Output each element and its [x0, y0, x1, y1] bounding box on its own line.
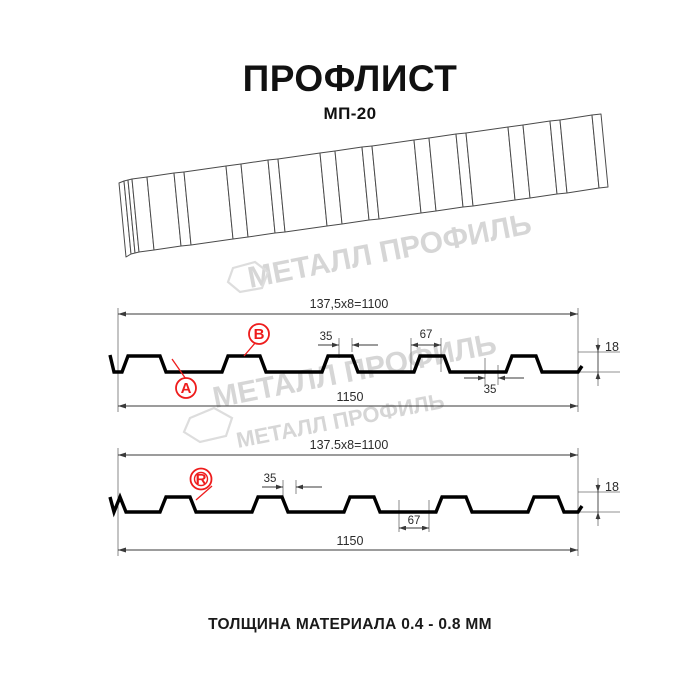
page-subtitle: МП-20	[323, 104, 377, 123]
dimension-label-overall-width: 1150	[337, 534, 364, 548]
watermark-logo-icon	[226, 260, 270, 294]
dimension-label-flat: 67	[420, 329, 433, 341]
watermark-logo-icon	[182, 406, 234, 444]
callout-marker-b: B	[243, 323, 270, 357]
isometric-corrugated-sheet	[118, 113, 609, 258]
dimension-label-flat: 67	[408, 515, 421, 527]
dimension-label-overall-width: 1150	[337, 390, 364, 404]
dimension-height: 18	[595, 340, 619, 380]
corrugation-unit	[225, 152, 328, 240]
dimension-rib-upper: 35	[262, 473, 322, 500]
dimension-flat-67: 67	[410, 326, 442, 372]
profile-waveform	[108, 354, 584, 374]
dimension-label-height: 18	[605, 340, 619, 354]
dimension-rib-lower: 35	[464, 358, 524, 396]
dimension-flat-67: 67	[398, 500, 430, 532]
profile-top-section: 137,5x8=1100 1150 18	[108, 296, 620, 412]
marker-label: B	[254, 326, 265, 343]
dimension-bottom-overall: 1150	[118, 533, 578, 553]
dimension-label-rib-bottom: 35	[484, 384, 497, 396]
corrugation-unit	[413, 126, 516, 214]
dimension-height: 18	[595, 480, 619, 520]
dimension-label-rib-top: 35	[264, 473, 277, 485]
corrugation-unit	[507, 114, 600, 201]
corrugation-unit	[319, 139, 422, 227]
marker-label: R	[196, 471, 207, 488]
dimension-label-rib-top: 35	[320, 331, 333, 343]
dimension-bottom-overall: 1150	[118, 389, 578, 409]
callout-marker-a: A	[171, 358, 197, 399]
page-title: ПРОФЛИСТ	[242, 58, 458, 99]
material-thickness-note: ТОЛЩИНА МАТЕРИАЛА 0.4 - 0.8 ММ	[208, 616, 492, 633]
dimension-label-height: 18	[605, 480, 619, 494]
marker-label: A	[181, 380, 192, 397]
dimension-label-top: 137,5x8=1100	[310, 297, 389, 311]
callout-marker-r: R	[189, 467, 213, 501]
sheet-right-end	[591, 113, 609, 189]
profile-bottom-section: 137.5x8=1100 1150 18	[108, 437, 620, 556]
dimension-top-overall: 137,5x8=1100	[118, 296, 578, 317]
profile-waveform	[108, 492, 584, 518]
dimension-label-top: 137.5x8=1100	[310, 438, 389, 452]
dimension-top-overall: 137.5x8=1100	[118, 437, 578, 458]
corrugation-unit	[131, 165, 234, 253]
